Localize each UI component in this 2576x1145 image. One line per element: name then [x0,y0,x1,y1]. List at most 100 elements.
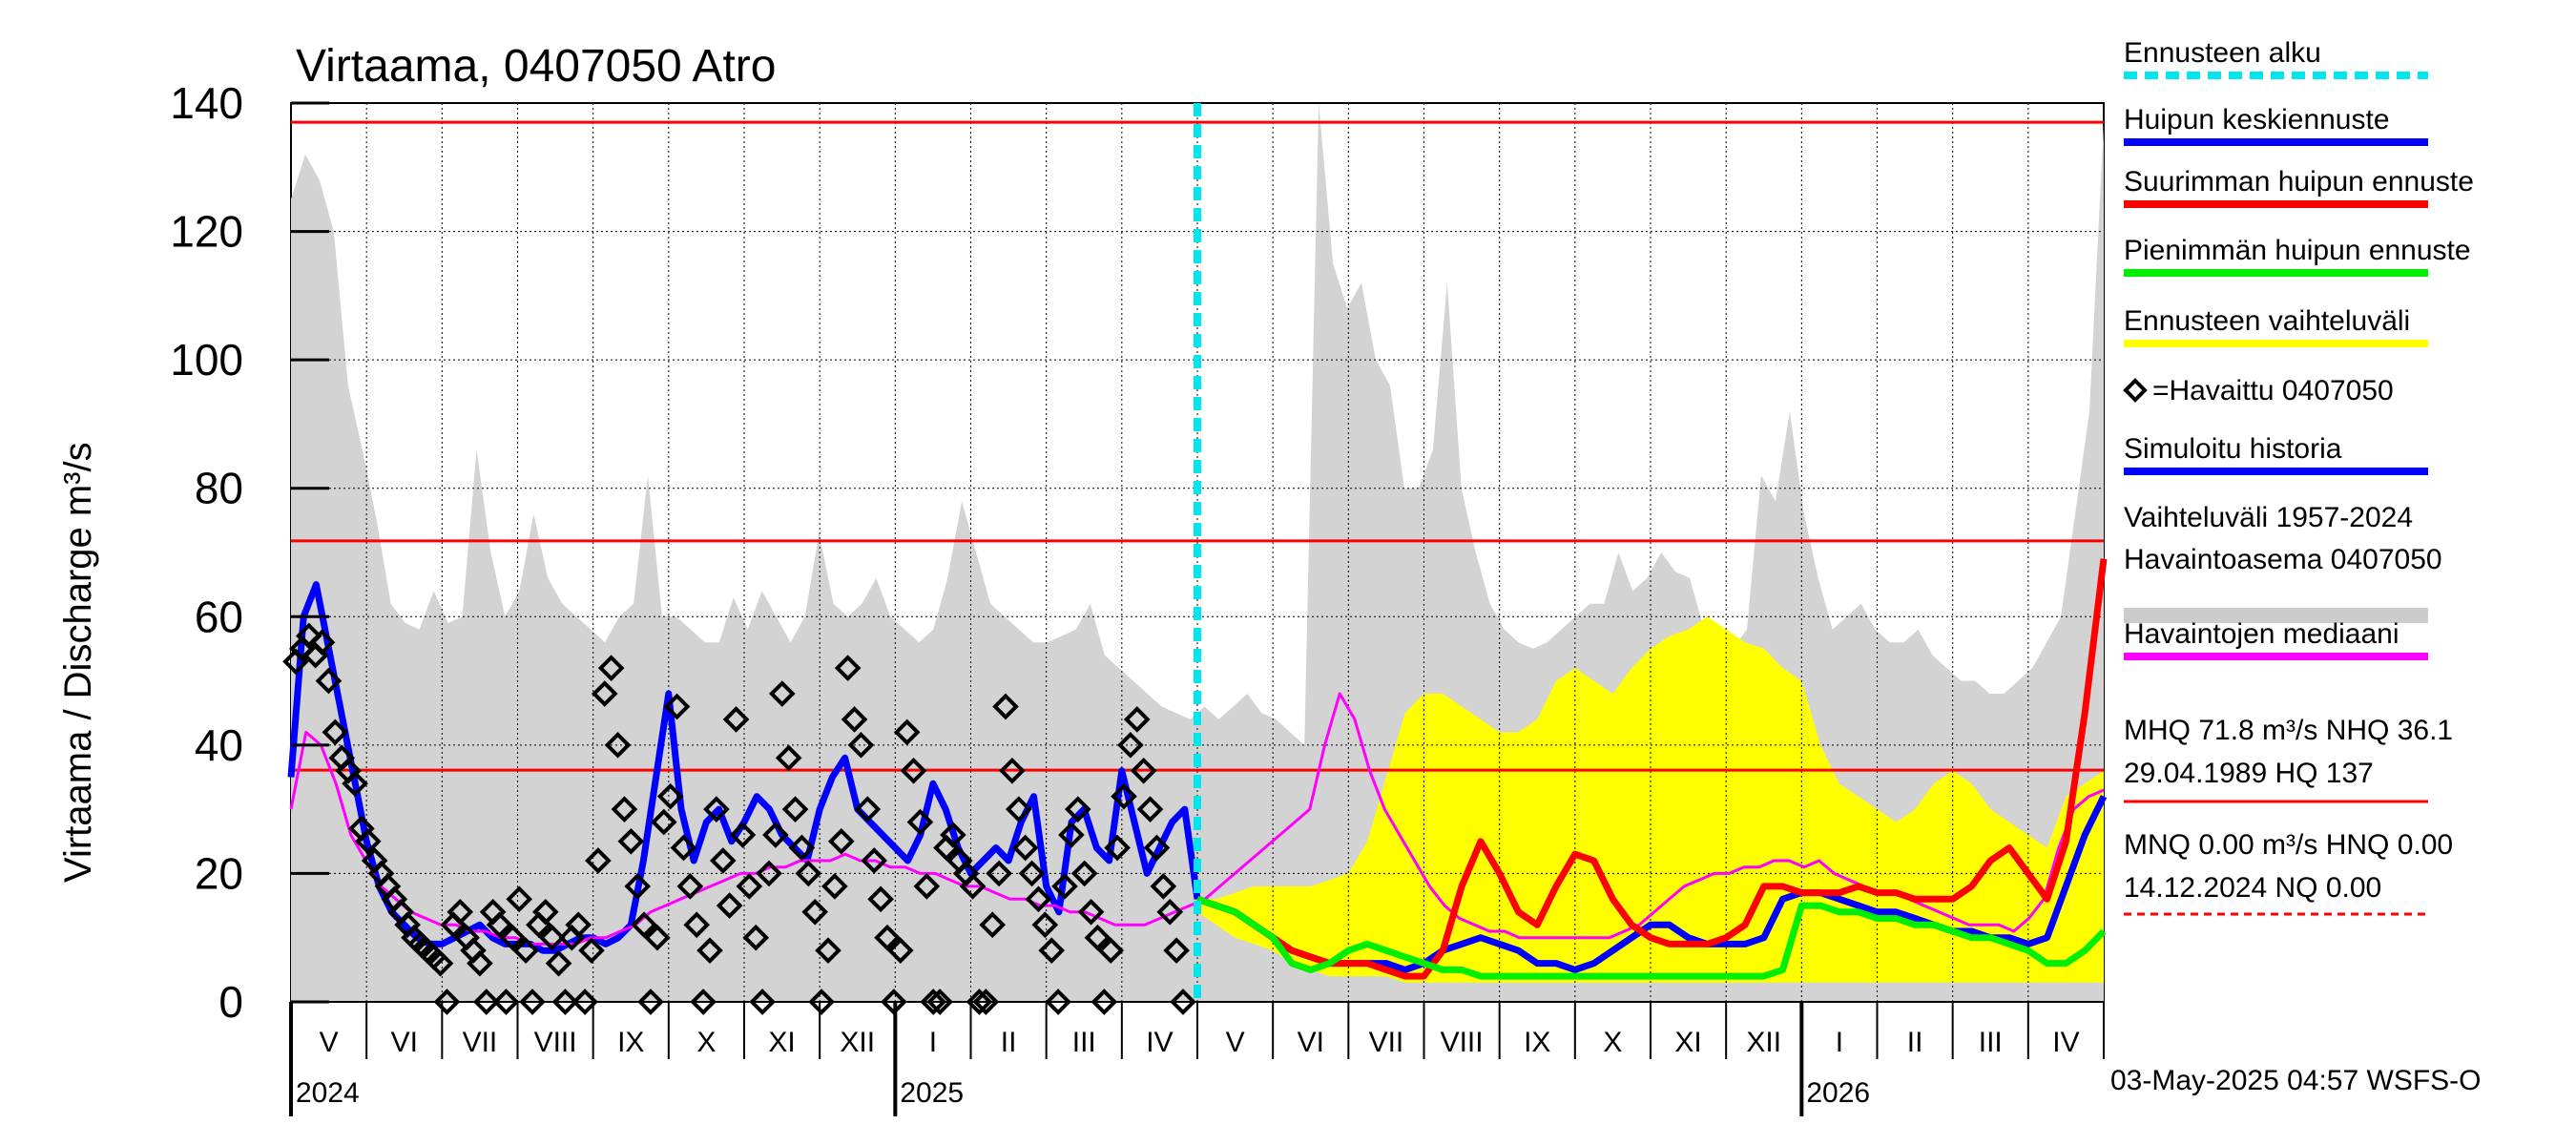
observation-point [565,911,592,939]
observation-point [972,989,1000,1015]
observation-point [624,873,652,900]
observation-point [499,924,527,951]
observation-point [827,827,855,855]
month-label: X [1603,1027,1622,1058]
observation-point [999,757,1026,784]
observation-point [467,949,493,977]
observation-point [795,860,822,887]
observation-point [920,989,947,1015]
year-label: 2025 [900,1077,964,1109]
observation-point [492,989,520,1015]
x-axis: V VI VII VIII IX X XI XII I II III IV V VI VII VIII IX X X… [289,1001,2105,1116]
observation-point [1011,834,1039,862]
series-pienimm-n-huipun-ennuste [1195,895,2107,980]
observation-point [486,911,513,939]
y-tick-label: 100 [170,335,243,385]
observation-point [1097,937,1125,964]
observation-point [788,834,816,862]
observation-point [683,911,711,939]
month-label: IX [617,1027,644,1058]
observation-point [834,655,862,681]
observation-point [512,937,539,964]
y-tick-label: 120 [170,207,243,257]
month-label: XII [840,1027,875,1058]
y-tick-label: 140 [170,78,243,128]
observation-point [729,822,757,848]
series-simuloitu-historia [287,581,1201,954]
y-axis-ticks: 0 20 40 60 80 100 120 140 [170,78,329,1027]
observation-point [847,732,875,759]
observation-point [506,885,533,913]
observation-point [742,924,770,951]
observation-point [1051,873,1078,900]
observation-point [551,989,579,1015]
observation-point [808,989,835,1015]
observation-point [940,822,966,848]
legend-label: Huipun keskiennuste [2124,104,2390,135]
observation-point [756,860,782,887]
month-label: VI [391,1027,418,1058]
y-tick-label: 0 [218,977,243,1027]
observation-point [1031,911,1059,939]
observation-point [886,937,914,964]
y-tick-label: 80 [195,464,243,513]
observation-point [571,989,598,1015]
observation-point [472,989,500,1015]
month-label: X [696,1027,716,1058]
observation-point [1123,706,1151,733]
legend-label: Pienimmän huipun ennuste [2124,235,2471,266]
observation-point [703,796,730,822]
observation-point [578,937,605,964]
observation-point [867,885,894,913]
observation-point [1077,898,1105,926]
observation-point [1130,757,1157,784]
observation-point [775,744,802,772]
observation-point [354,827,382,855]
month-label: XII [1746,1027,1781,1058]
observation-point [959,873,987,900]
legend-label: Havaintoasema 0407050 [2124,544,2442,575]
observation-point [1136,796,1164,822]
observation-point [690,989,717,1015]
observation-point [597,655,625,681]
month-label: III [1072,1027,1096,1058]
month-label: VIII [534,1027,577,1058]
observation-point [1143,834,1171,862]
month-label: VII [1369,1027,1404,1058]
observation-point [722,706,750,733]
observation-point [749,989,776,1015]
month-label: VIII [1441,1027,1484,1058]
month-label: VII [463,1027,498,1058]
observation-point [433,989,461,1015]
observation-point [992,693,1019,720]
observation-point [913,873,941,900]
observation-point [696,937,723,964]
month-label: V [320,1027,339,1058]
observation-point [1117,732,1144,759]
observation-point [1084,924,1111,951]
observation-point [663,693,691,720]
observation-point [611,796,638,822]
legend-stat: MHQ 71.8 m³/s NHQ 36.1 [2124,715,2453,746]
observation-point [1064,796,1091,822]
observation-point [342,770,368,798]
legend-label: =Havaittu 0407050 [2152,375,2394,406]
observation-point [709,847,737,874]
legend: Ennusteen alku Huipun keskiennuste Suurimm… [2123,37,2474,916]
observation-point [591,680,618,707]
observation-point [519,989,546,1015]
observation-point [322,718,349,746]
observation-point [1070,860,1098,887]
observation-point [1005,796,1032,822]
month-label: IX [1524,1027,1550,1058]
legend-label: Simuloitu historia [2124,433,2342,465]
observation-point [979,911,1007,939]
month-label: I [1836,1027,1843,1058]
observation-point [1156,898,1184,926]
legend-stat: 29.04.1989 HQ 137 [2124,758,2374,789]
legend-label: Ennusteen vaihteluväli [2124,305,2410,337]
observation-point [447,898,474,926]
observation-point [736,873,763,900]
observation-point [906,808,934,836]
observation-point [1025,885,1052,913]
